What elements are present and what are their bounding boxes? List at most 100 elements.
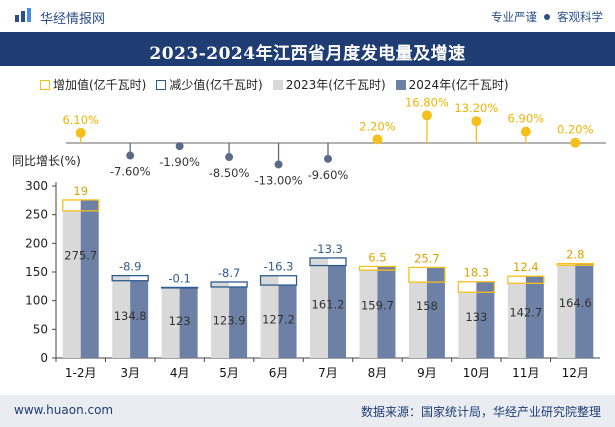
x-tick-label: 8月 bbox=[368, 366, 388, 380]
x-tick-label: 7月 bbox=[318, 366, 338, 380]
growth-point bbox=[471, 116, 482, 127]
increase-box bbox=[457, 281, 496, 293]
bar-2023 bbox=[62, 210, 81, 358]
growth-point bbox=[75, 127, 86, 138]
legend-2024: 2024年(亿千瓦时) bbox=[395, 76, 509, 93]
bar-2024 bbox=[476, 281, 495, 358]
bar-2024 bbox=[80, 199, 99, 358]
increase-box bbox=[408, 266, 446, 283]
growth-label: 0.20% bbox=[557, 123, 594, 137]
brand[interactable]: 华经情报网 bbox=[14, 7, 105, 27]
value-label: 123.9 bbox=[213, 314, 246, 328]
legend-2023: 2023年(亿千瓦时) bbox=[272, 76, 386, 93]
top-bar: 华经情报网 专业严谨 客观科学 bbox=[0, 0, 615, 32]
bar-2024 bbox=[229, 286, 248, 358]
x-tick-label: 11月 bbox=[512, 366, 539, 380]
x-tick-label: 3月 bbox=[120, 366, 140, 380]
growth-label: 6.10% bbox=[62, 113, 99, 127]
legend-2023-label: 2023年(亿千瓦时) bbox=[285, 78, 386, 92]
increase-box bbox=[62, 199, 100, 212]
value-label: 123 bbox=[169, 314, 191, 328]
growth-point bbox=[274, 160, 283, 169]
growth-label: -13.00% bbox=[255, 173, 303, 187]
legend: 增加值(亿千瓦时) 减少值(亿千瓦时) 2023年(亿千瓦时) 2024年(亿千… bbox=[40, 76, 509, 93]
y-tick-label: 0 bbox=[40, 351, 48, 365]
x-tick-label: 9月 bbox=[417, 366, 437, 380]
growth-point bbox=[324, 154, 332, 163]
legend-increase-swatch bbox=[40, 79, 50, 90]
value-label: 164.6 bbox=[559, 296, 592, 310]
growth-point bbox=[421, 110, 432, 121]
growth-label: -1.90% bbox=[159, 155, 200, 169]
decrease-box bbox=[309, 257, 347, 267]
x-tick-label: 4月 bbox=[170, 366, 190, 380]
bar-2024 bbox=[426, 267, 445, 358]
value-label: 158 bbox=[416, 299, 438, 313]
y-tick-label: 100 bbox=[25, 294, 48, 308]
bar-2023 bbox=[458, 292, 477, 358]
footer-site-link[interactable]: www.huaon.com bbox=[14, 403, 114, 417]
growth-label: 13.20% bbox=[454, 101, 498, 115]
tagline-2: 客观科学 bbox=[557, 10, 603, 24]
change-label: -13.3 bbox=[313, 242, 343, 256]
value-label: 142.7 bbox=[509, 306, 542, 320]
tagline-dot-icon bbox=[544, 14, 550, 20]
legend-2023-swatch bbox=[272, 79, 283, 90]
growth-point bbox=[570, 137, 581, 148]
tagline: 专业严谨 客观科学 bbox=[491, 9, 603, 25]
value-label: 159.7 bbox=[361, 298, 394, 312]
bar-2024 bbox=[575, 263, 594, 358]
x-tick-label: 10月 bbox=[463, 366, 490, 380]
growth-label: 6.90% bbox=[508, 112, 545, 126]
increase-box bbox=[556, 262, 594, 266]
legend-decrease-label: 减少值(亿千瓦时) bbox=[169, 78, 263, 92]
legend-increase-label: 增加值(亿千瓦时) bbox=[53, 78, 147, 92]
growth-label: -8.50% bbox=[209, 166, 250, 180]
change-label: -8.7 bbox=[218, 266, 240, 280]
x-tick-label: 1-2月 bbox=[65, 366, 97, 380]
change-label: 19 bbox=[73, 184, 88, 198]
y-tick-label: 300 bbox=[25, 179, 48, 193]
decrease-box bbox=[259, 275, 298, 286]
decrease-box bbox=[210, 281, 248, 288]
bar-2024 bbox=[130, 280, 149, 358]
legend-increase: 增加值(亿千瓦时) bbox=[40, 76, 146, 93]
growth-axis-label: 同比增长(%) bbox=[12, 154, 81, 168]
value-label: 133 bbox=[465, 310, 487, 324]
change-label: 12.4 bbox=[513, 260, 539, 274]
bar-2024 bbox=[377, 266, 396, 358]
footer: www.huaon.com 数据来源：国家统计局，华经产业研究院整理 bbox=[0, 395, 615, 427]
legend-2024-swatch bbox=[395, 79, 406, 90]
bar-2024 bbox=[328, 265, 346, 358]
legend-decrease: 减少值(亿千瓦时) bbox=[156, 76, 263, 93]
y-tick-label: 50 bbox=[33, 322, 48, 336]
bar-2024 bbox=[525, 276, 544, 358]
x-tick-label: 6月 bbox=[269, 366, 289, 380]
change-label: 18.3 bbox=[464, 266, 490, 280]
legend-decrease-swatch bbox=[156, 79, 167, 90]
chart-canvas: 0 50 100 150 200 250 300 19 275.7 1-2月 -8.9 134.8 3月… bbox=[25, 95, 606, 380]
growth-point bbox=[520, 126, 531, 137]
decrease-box bbox=[160, 286, 199, 289]
bar-2023 bbox=[112, 275, 131, 358]
y-tick-label: 200 bbox=[25, 236, 48, 250]
growth-label: 2.20% bbox=[359, 119, 396, 133]
value-label: 161.2 bbox=[312, 298, 345, 312]
bar-2024 bbox=[179, 287, 198, 358]
y-tick-label: 250 bbox=[25, 208, 48, 222]
value-label: 127.2 bbox=[262, 312, 295, 326]
change-label: -16.3 bbox=[264, 260, 294, 274]
value-label: 134.8 bbox=[114, 309, 147, 323]
bar-2023 bbox=[507, 283, 526, 358]
increase-box bbox=[358, 265, 397, 271]
x-tick-label: 12月 bbox=[562, 366, 589, 380]
bar-2023 bbox=[211, 281, 230, 358]
growth-label: -7.60% bbox=[110, 165, 151, 179]
tagline-1: 专业严谨 bbox=[491, 10, 537, 24]
growth-point bbox=[175, 142, 184, 151]
footer-source: 数据来源：国家统计局，华经产业研究院整理 bbox=[360, 405, 601, 419]
bar-2023 bbox=[310, 257, 328, 358]
increase-box bbox=[507, 275, 545, 284]
bar-2023 bbox=[408, 282, 427, 358]
bar-2023 bbox=[359, 270, 378, 358]
